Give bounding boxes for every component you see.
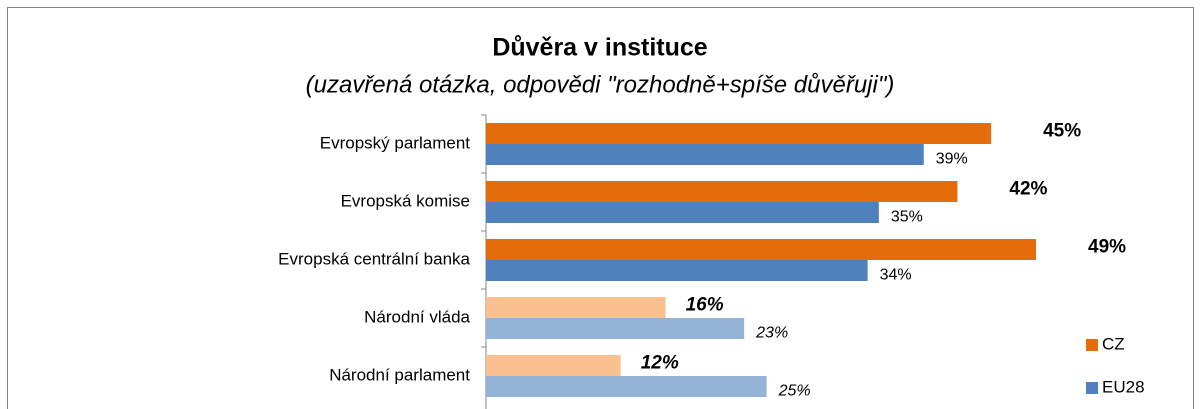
bar [486, 123, 992, 144]
value-label: 34% [880, 267, 912, 284]
bar [486, 318, 745, 339]
bar [486, 239, 1036, 260]
value-label: 23% [755, 325, 788, 342]
legend-label: EU28 [1102, 377, 1145, 396]
category-label: Národní parlament [329, 365, 470, 384]
bar [486, 202, 879, 223]
bar [486, 260, 868, 281]
value-label: 45% [1043, 121, 1081, 142]
bar [486, 355, 621, 376]
chart-title: Důvěra v instituce [492, 34, 707, 62]
legend-swatch [1086, 382, 1098, 394]
bar [486, 144, 924, 165]
value-label: 39% [936, 151, 968, 168]
legend-swatch [1086, 339, 1098, 351]
chart-subtitle: (uzavřená otázka, odpovědi "rozhodně+spí… [306, 71, 895, 98]
bar [486, 376, 767, 397]
category-label: Evropská centrální banka [278, 249, 470, 268]
value-label: 35% [891, 209, 923, 226]
bar [486, 297, 666, 318]
value-label: 25% [778, 383, 811, 400]
value-label: 16% [686, 295, 724, 316]
category-label: Národní vláda [364, 307, 470, 326]
category-label: Evropská komise [341, 191, 470, 210]
value-label: 42% [1009, 179, 1047, 200]
bar [486, 181, 958, 202]
category-label: Evropský parlament [320, 133, 471, 152]
legend-label: CZ [1102, 334, 1125, 353]
value-label: 49% [1088, 237, 1126, 258]
value-label: 12% [641, 353, 679, 374]
